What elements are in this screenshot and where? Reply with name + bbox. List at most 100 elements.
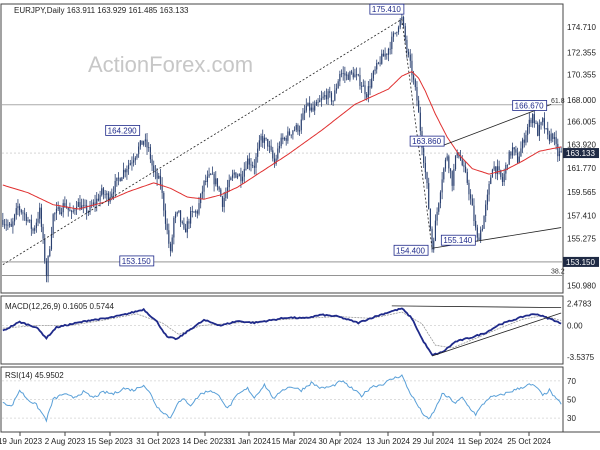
candle-body: [138, 146, 140, 155]
rsi-line: [2, 374, 562, 423]
candle-body: [128, 165, 130, 170]
candle-body: [545, 128, 547, 130]
candle-body: [449, 168, 452, 172]
rsi-tick-label: 70: [567, 377, 576, 386]
candle-body: [315, 102, 317, 106]
candle-body: [49, 249, 51, 257]
candle-body: [418, 100, 420, 113]
candle-body: [496, 166, 499, 174]
candle-body: [446, 156, 448, 160]
candle-body: [510, 151, 512, 156]
candle-body: [233, 172, 235, 175]
price-annotation-label: 155.140: [443, 236, 472, 245]
candle-body: [171, 237, 173, 252]
candle-body: [211, 173, 214, 175]
candle-body: [166, 223, 168, 231]
candle-body: [369, 86, 371, 88]
x-tick-label: 31 Jan 2024: [227, 437, 272, 446]
candle-body: [555, 137, 557, 144]
candle-body: [508, 151, 510, 165]
macd-panel-title: MACD(12,26,9) 0.1605 0.5744: [5, 302, 115, 311]
candle-body: [413, 75, 415, 80]
candle-body: [297, 124, 299, 132]
candle-body: [347, 74, 349, 80]
candle-body: [252, 165, 254, 166]
candle-body: [139, 140, 141, 147]
candle-body: [441, 179, 443, 193]
price-annotation-box: [369, 3, 405, 15]
candle-body: [15, 208, 17, 215]
price-tick-label: 170.355: [567, 70, 596, 79]
macd-panel-border: [0, 295, 564, 365]
candle-body: [89, 205, 91, 213]
price-annotation-label: 153.150: [122, 257, 151, 266]
candle-body: [423, 148, 425, 163]
candle-body: [542, 118, 544, 123]
candle-body: [552, 133, 554, 139]
last-price-badge: [563, 148, 599, 159]
candle-body: [382, 53, 385, 57]
candle-body: [273, 158, 276, 164]
candle-body: [288, 131, 291, 135]
candle-body: [295, 124, 297, 130]
candle-body: [486, 194, 488, 205]
candle-body: [57, 207, 59, 209]
candle-body: [438, 203, 440, 212]
candle-body: [550, 133, 552, 141]
candle-body: [352, 72, 354, 78]
candle-body: [374, 69, 376, 72]
candle-body: [520, 148, 522, 157]
candle-body: [77, 202, 79, 207]
last-price-label: 163.133: [566, 149, 595, 158]
candle-body: [183, 222, 185, 229]
candle-body: [164, 210, 167, 224]
candle-body: [401, 17, 403, 20]
moving-average-line: [2, 71, 562, 210]
candle-body: [500, 170, 502, 177]
candle-body: [195, 211, 197, 213]
candle-body: [32, 228, 34, 231]
candle-body: [335, 88, 338, 91]
price-tick-label: 159.565: [567, 188, 596, 197]
candle-body: [265, 137, 267, 140]
candle-body: [362, 85, 364, 87]
candle-body: [159, 175, 162, 185]
candle-body: [161, 184, 163, 193]
candle-body: [94, 202, 96, 205]
candle-body: [3, 224, 6, 226]
candle-body: [141, 140, 143, 145]
candle-body: [503, 173, 505, 183]
candle-body: [459, 157, 462, 160]
candle-body: [186, 221, 188, 233]
candle-body: [518, 156, 520, 163]
candle-body: [349, 71, 351, 80]
candle-body: [419, 112, 421, 132]
candle-body: [466, 172, 468, 183]
candle-body: [317, 102, 319, 103]
candle-body: [40, 207, 42, 227]
candle-body: [248, 158, 250, 165]
x-tick-label: 14 Dec 2023: [182, 437, 228, 446]
candle-body: [461, 159, 463, 166]
candle-body: [220, 189, 222, 197]
candle-body: [354, 74, 356, 78]
candle-body: [37, 218, 39, 223]
price-tick-label: 172.355: [567, 48, 596, 57]
macd-trendline: [391, 305, 562, 309]
candle-body: [64, 203, 66, 207]
candle-body: [387, 48, 390, 55]
candle-body: [537, 123, 539, 136]
candle-body: [278, 146, 281, 149]
candle-body: [174, 214, 177, 218]
candle-body: [81, 205, 83, 210]
candle-body: [236, 176, 239, 178]
candle-body: [431, 228, 433, 250]
candle-body: [92, 202, 94, 206]
macd-trendline: [431, 312, 562, 357]
candle-body: [485, 204, 487, 217]
candle-body: [513, 147, 515, 150]
candle-body: [206, 176, 208, 183]
candle-body: [60, 212, 63, 215]
candle-body: [379, 62, 381, 64]
candle-body: [148, 147, 150, 148]
